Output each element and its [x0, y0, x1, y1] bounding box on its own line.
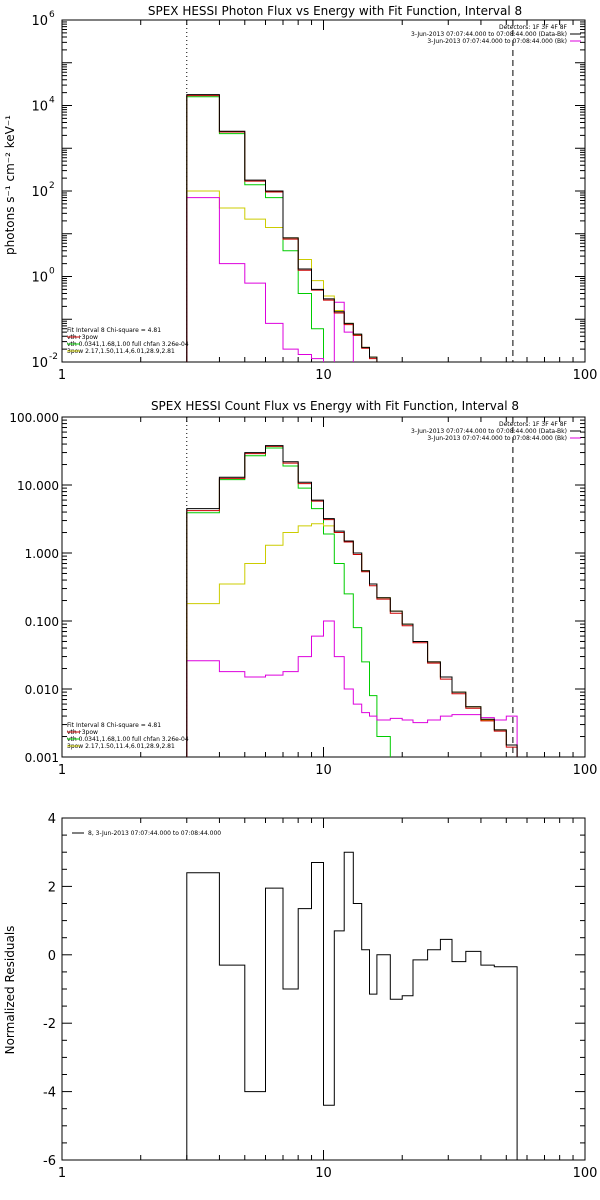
- y-tick-label: 100.000: [9, 411, 59, 425]
- residuals-chart: Normalized Residuals 1 10 100 -6 -4 -2 0 2 4 8, 3…: [3, 812, 597, 1181]
- y-tick-label-exponent: 0: [49, 267, 55, 277]
- x-tick-label: 100: [573, 1166, 598, 1181]
- series-line: [186, 197, 354, 362]
- y-tick-label: 0.010: [25, 683, 59, 697]
- legend-top-text: 3-Jun-2013 07:07:44.000 to 07:08:44.000 …: [427, 435, 567, 442]
- y-tick-label: 0: [48, 949, 56, 964]
- series-line: [186, 851, 518, 1160]
- x-tick-label: 100: [573, 368, 598, 383]
- chart-title: SPEX HESSI Photon Flux vs Energy with Fi…: [148, 4, 522, 18]
- y-tick-label: 10: [31, 14, 48, 29]
- y-tick-label: 10: [31, 271, 48, 286]
- y-tick-label: 1.000: [25, 547, 59, 561]
- x-tick-label: 10: [315, 763, 332, 778]
- legend-bottom-text: vth+3pow: [67, 334, 98, 341]
- y-tick-label: -6: [43, 1154, 56, 1169]
- y-tick-label: 10: [31, 100, 48, 115]
- y-tick-label: 10: [31, 185, 48, 200]
- legend-top-text: Detectors: 1F 3F 4F 8F: [499, 421, 568, 428]
- legend-bottom-text: Fit Interval 8 Chi-square = 4.81: [67, 327, 161, 334]
- count-flux-chart: SPEX HESSI Count Flux vs Energy with Fit…: [9, 399, 598, 778]
- series-group: [186, 445, 518, 757]
- y-tick-label: 0.001: [25, 751, 59, 765]
- x-tick-label: 1: [58, 763, 66, 778]
- y-tick-label: 10: [31, 356, 48, 371]
- y-tick-label: 2: [48, 880, 56, 895]
- legend-top-text: 3-Jun-2013 07:07:44.000 to 07:08:44.000 …: [411, 428, 567, 435]
- x-tick-label: 10: [315, 1166, 332, 1181]
- y-tick-label-exponent: 4: [49, 96, 55, 106]
- series-line: [186, 620, 518, 757]
- y-axis-label: Normalized Residuals: [3, 926, 17, 1055]
- y-tick-label-exponent: 6: [49, 10, 55, 20]
- y-tick-label: 4: [48, 812, 56, 827]
- x-tick-label: 1: [58, 368, 66, 383]
- y-tick-label-exponent: 2: [49, 181, 55, 191]
- y-tick-label: -4: [43, 1086, 56, 1101]
- y-tick-label: -2: [43, 1017, 56, 1032]
- x-tick-label: 1: [58, 1166, 66, 1181]
- series-group: [186, 94, 378, 362]
- legend-text: 8, 3-Jun-2013 07:07:44.000 to 07:08:44.0…: [88, 830, 221, 837]
- legend-top-text: 3-Jun-2013 07:07:44.000 to 07:08:44.000 …: [427, 38, 567, 45]
- y-tick-label-exponent: -2: [49, 352, 58, 362]
- series-line: [186, 445, 518, 757]
- legend-bottom-text: Fit Interval 8 Chi-square = 4.81: [67, 722, 161, 729]
- y-tick-label: 10.000: [17, 479, 59, 493]
- photon-flux-chart: SPEX HESSI Photon Flux vs Energy with Fi…: [3, 4, 598, 383]
- legend-top-text: 3-Jun-2013 07:07:44.000 to 07:08:44.000 …: [411, 31, 567, 38]
- y-tick-label: 0.100: [25, 615, 59, 629]
- x-tick-label: 100: [573, 763, 598, 778]
- legend-bottom-text: 3pow 2.17,1.50,11.4,6.01,28.9,2.81: [67, 348, 175, 355]
- legend-bottom-text: vth 0.0341,1.68,1.00 full chfan 3.26e-04: [67, 341, 189, 348]
- legend-bottom-text: 3pow 2.17,1.50,11.4,6.01,28.9,2.81: [67, 743, 175, 750]
- series-group: [186, 851, 518, 1160]
- x-tick-label: 10: [315, 368, 332, 383]
- legend-top-text: Detectors: 1F 3F 4F 8F: [499, 24, 568, 31]
- legend-bottom-text: vth+3pow: [67, 729, 98, 736]
- legend-bottom-text: vth 0.0341,1.68,1.00 full chfan 3.26e-04: [67, 736, 189, 743]
- series-line: [186, 94, 378, 362]
- chart-title: SPEX HESSI Count Flux vs Energy with Fit…: [151, 399, 519, 413]
- y-axis-label: photons s⁻¹ cm⁻² keV⁻¹: [3, 115, 17, 255]
